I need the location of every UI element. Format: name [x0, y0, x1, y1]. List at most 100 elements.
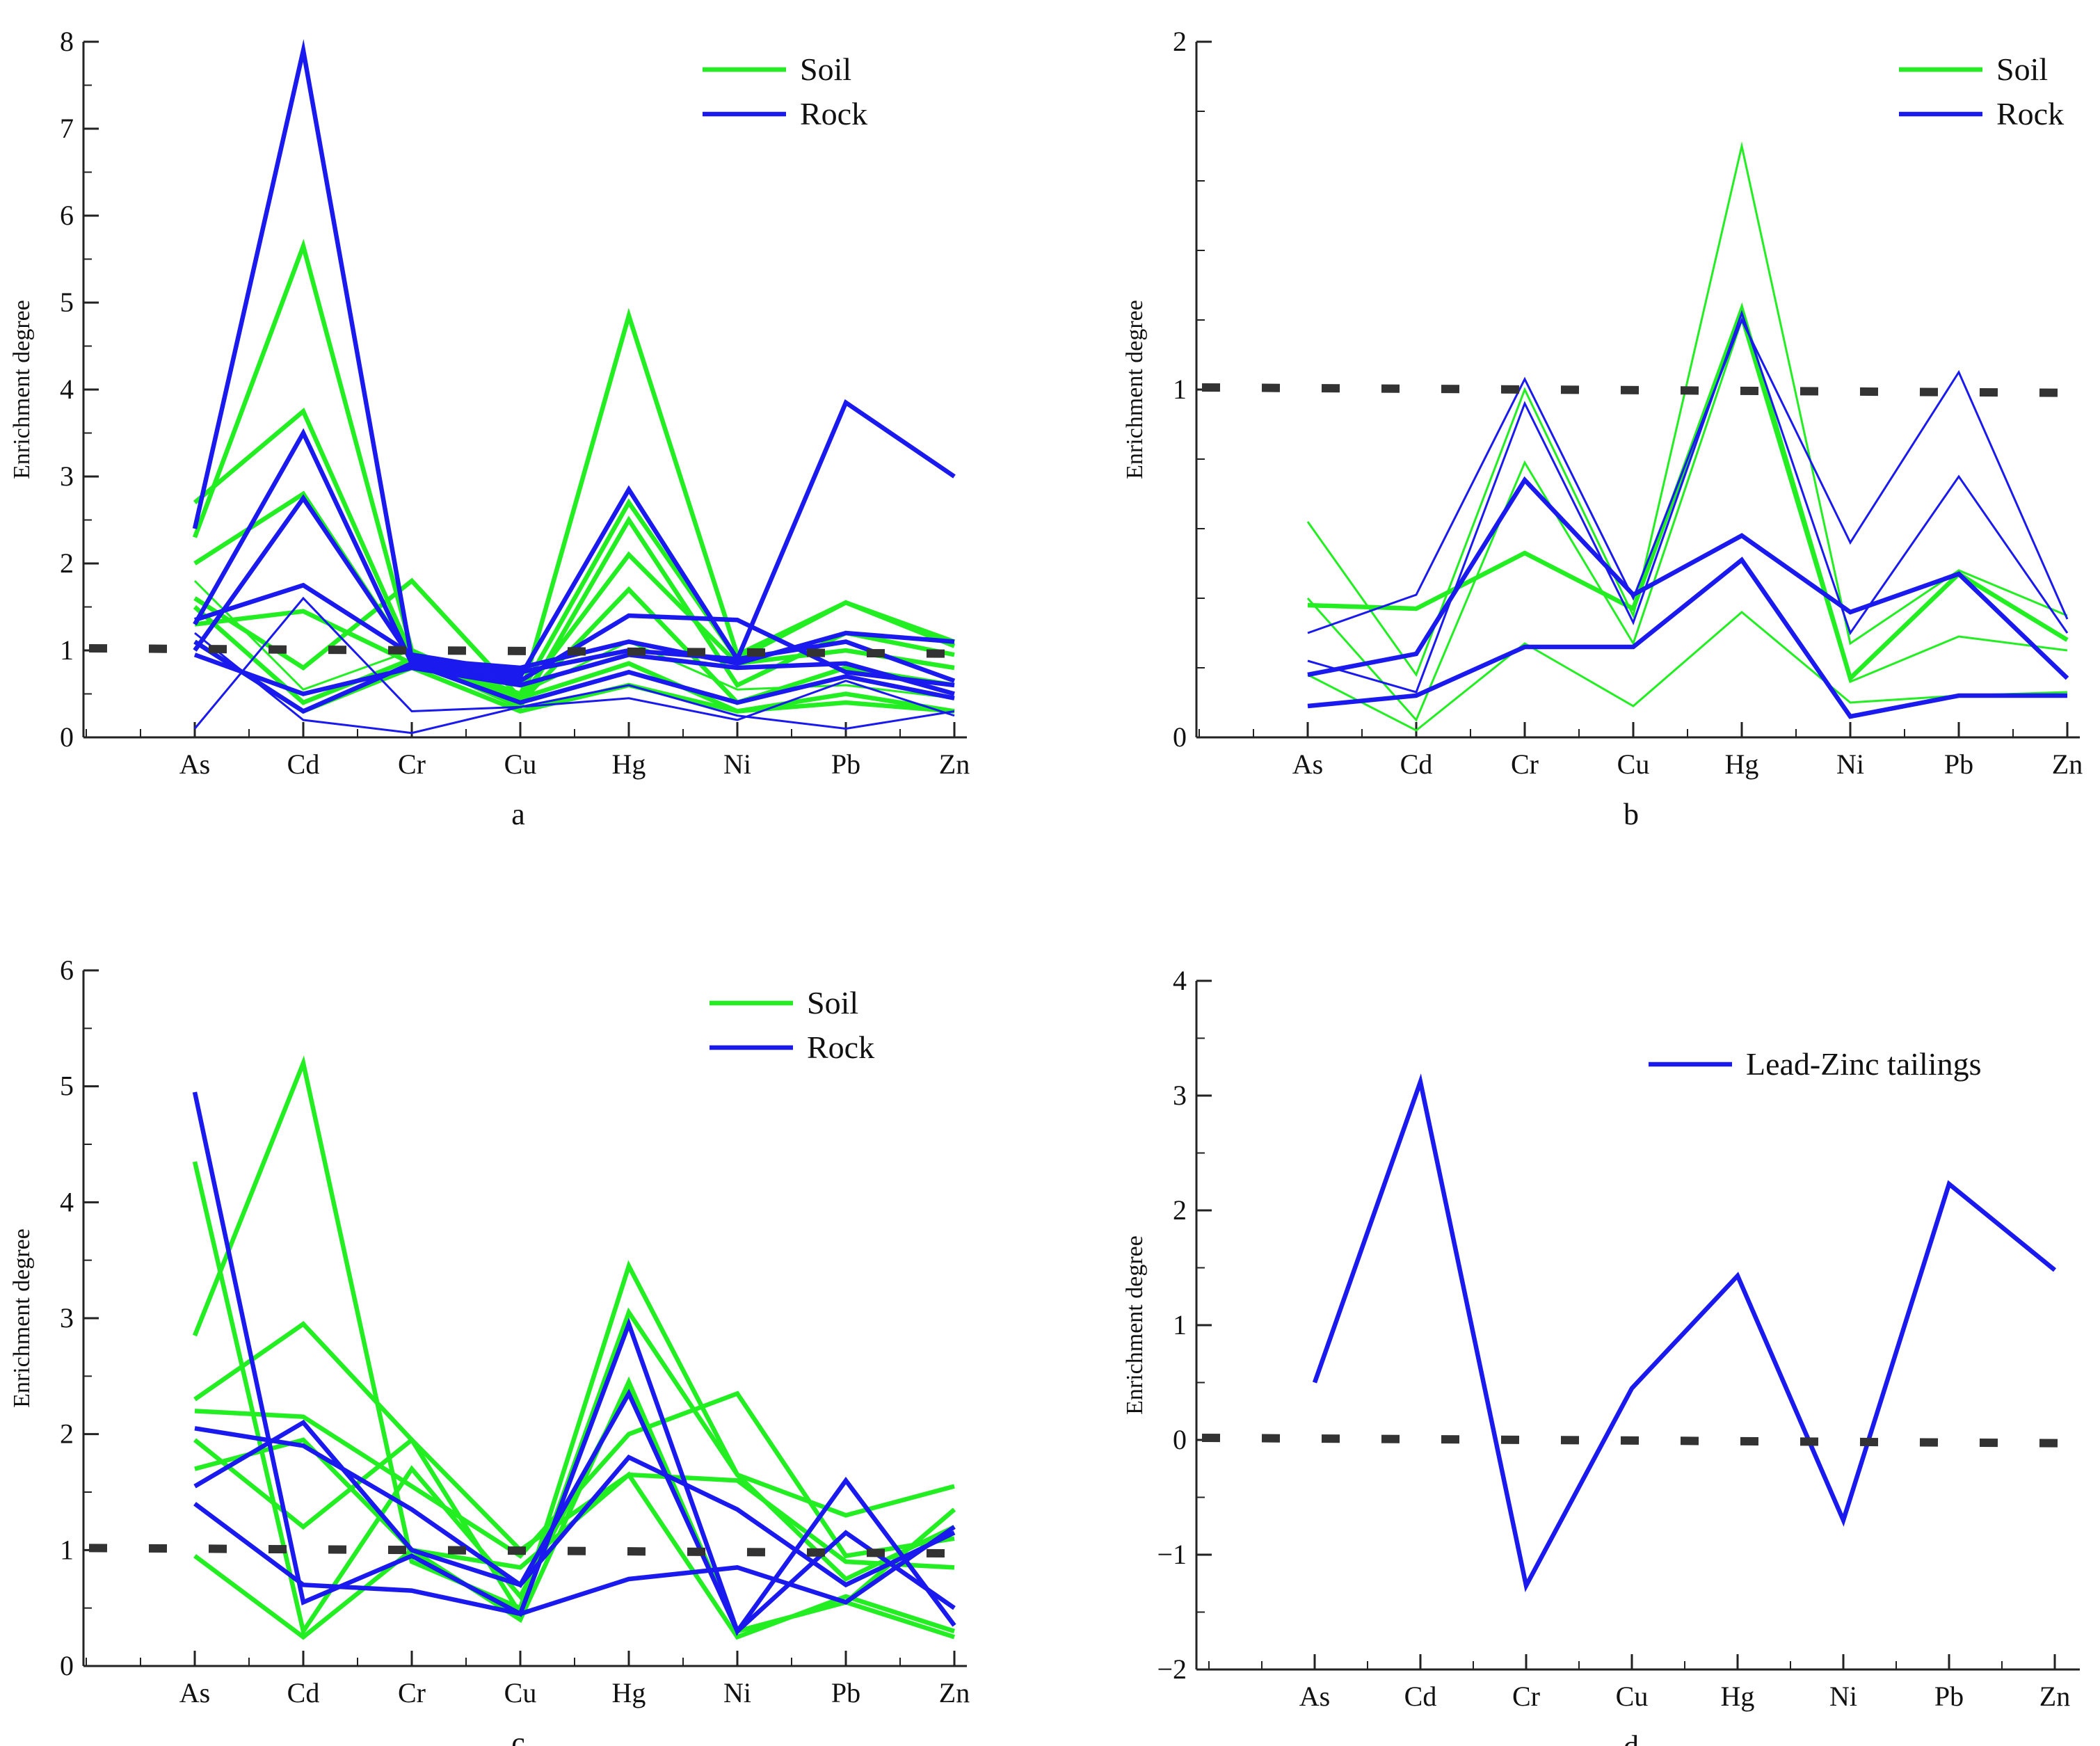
x-tick-label: Hg	[612, 748, 646, 780]
x-tick-label: Hg	[1725, 748, 1759, 780]
y-tick-label: 4	[1173, 965, 1187, 996]
x-tick-label: Cu	[1616, 1681, 1649, 1712]
series-line-soil-2	[1306, 317, 2068, 722]
x-tick-label: Zn	[939, 748, 970, 780]
y-axis-title: Enrichment degree	[1122, 300, 1148, 479]
series-line-soil-3	[194, 1391, 955, 1559]
x-tick-label: As	[1292, 748, 1323, 780]
x-tick-label: Cu	[504, 1677, 537, 1708]
chart-panel-c: 0 1 2 3 4 5 6 As Cd Cr Cu Hg Ni Pb Zn Enrichment degree…	[9, 954, 981, 1746]
x-tick-label: Pb	[831, 748, 860, 780]
y-axis-title: Enrichment degree	[9, 1228, 35, 1408]
chart-panel-a: 0 1 2 3 4 5 6 7 8 As Cd Cr Cu Hg Ni Pb Zn Enrichment degr…	[9, 26, 981, 831]
y-tick-label: 1	[1173, 1309, 1187, 1340]
series-line-lead-zinc-tailings-0	[1312, 1073, 2057, 1592]
x-tick-label: Cr	[1512, 1681, 1540, 1712]
x-tick-label: Hg	[612, 1677, 646, 1708]
panel-label: c	[511, 1726, 525, 1746]
x-tick-label: Ni	[1829, 1681, 1857, 1712]
legend-label: Rock	[807, 1030, 874, 1065]
series-line-rock-14	[193, 596, 955, 730]
series-line-rock-7	[192, 1091, 956, 1636]
y-tick-label: 3	[1173, 1080, 1187, 1111]
y-tick-label: 1	[1173, 374, 1187, 405]
x-tick-label: Cd	[1400, 748, 1433, 780]
y-tick-label: 6	[60, 200, 74, 231]
reference-line	[1201, 1434, 2094, 1448]
panel-label: b	[1624, 797, 1639, 831]
x-tick-label: Zn	[2052, 748, 2083, 780]
y-tick-label: −1	[1157, 1539, 1187, 1570]
x-tick-label: As	[179, 748, 210, 780]
x-tick-label: Cr	[1511, 748, 1539, 780]
x-tick-label: Pb	[831, 1677, 860, 1708]
x-tick-label: Cd	[287, 1677, 320, 1708]
x-tick-label: As	[179, 1677, 210, 1708]
x-tick-label: Pb	[1944, 748, 1973, 780]
y-tick-label: −2	[1157, 1653, 1187, 1685]
legend-label: Soil	[800, 51, 851, 87]
series-line-rock-8	[194, 1388, 956, 1635]
legend-label: Rock	[1996, 96, 2064, 131]
y-tick-label: 5	[60, 287, 74, 318]
y-tick-label: 7	[60, 113, 74, 144]
series-line-soil-1	[1307, 302, 2069, 683]
series-line-soil-0	[192, 239, 956, 702]
series-line-rock-9	[193, 1419, 956, 1588]
y-tick-label: 5	[60, 1071, 74, 1102]
series-line-soil-6	[193, 605, 955, 714]
series-line-rock-13	[193, 639, 955, 714]
series-line-rock-4	[1307, 317, 2069, 634]
y-tick-label: 3	[60, 460, 74, 492]
series-line-rock-6	[1307, 476, 2069, 680]
y-tick-label: 2	[1173, 26, 1187, 57]
x-tick-label: Cu	[1617, 748, 1650, 780]
x-tick-label: Cr	[398, 1677, 426, 1708]
series-line-rock-5	[1307, 310, 2069, 694]
x-tick-label: Ni	[723, 1677, 751, 1708]
y-tick-label: 3	[60, 1302, 74, 1333]
x-tick-label: Zn	[939, 1677, 970, 1708]
series-line-soil-1	[193, 407, 956, 697]
x-tick-label: As	[1299, 1681, 1330, 1712]
series-line-soil-6	[193, 1376, 955, 1640]
y-tick-label: 2	[60, 547, 74, 579]
x-tick-label: Cd	[287, 748, 320, 780]
y-tick-label: 0	[60, 1650, 74, 1681]
y-tick-label: 1	[60, 634, 74, 666]
panel-label: a	[511, 797, 525, 831]
y-tick-label: 0	[1173, 1424, 1187, 1455]
y-tick-label: 4	[60, 1186, 74, 1217]
y-axis-title: Enrichment degree	[1122, 1235, 1148, 1415]
series-line-soil-0	[192, 1055, 955, 1612]
x-tick-label: Cr	[398, 748, 426, 780]
series-line-rock-15	[194, 632, 955, 735]
x-tick-label: Hg	[1721, 1681, 1755, 1712]
legend-label: Soil	[807, 985, 858, 1020]
y-tick-label: 8	[60, 26, 74, 57]
x-tick-label: Pb	[1934, 1681, 1964, 1712]
y-axis-title: Enrichment degree	[9, 300, 35, 479]
x-tick-label: Zn	[2039, 1681, 2070, 1712]
x-tick-label: Ni	[723, 748, 751, 780]
chart-panel-d: −2 −1 0 1 2 3 4 As Cd Cr Cu Hg Ni Pb Zn Enrichment degr…	[1122, 965, 2094, 1746]
reference-line	[1201, 383, 2094, 397]
x-tick-label: Cd	[1404, 1681, 1437, 1712]
series-line-rock-7	[1307, 556, 2067, 719]
y-tick-label: 4	[60, 374, 74, 405]
chart-panel-b: 0 1 2 As Cd Cr Cu Hg Ni Pb Zn Enrichment degree b Soi…	[1122, 26, 2094, 831]
y-tick-label: 2	[1173, 1194, 1187, 1226]
y-tick-label: 6	[60, 954, 74, 986]
x-tick-label: Ni	[1836, 748, 1864, 780]
series-line-rock-11	[194, 582, 956, 683]
series-line-soil-0	[1306, 141, 2068, 678]
y-tick-label: 0	[1173, 721, 1187, 753]
series-line-rock-10	[193, 1502, 956, 1617]
legend-label: Lead-Zinc tailings	[1746, 1046, 1982, 1082]
y-tick-label: 1	[60, 1534, 74, 1565]
series-line-soil-3	[1307, 611, 2068, 732]
legend-label: Soil	[1996, 51, 2048, 87]
series-line-rock-8	[192, 39, 956, 680]
series-line-soil-3	[193, 551, 955, 702]
